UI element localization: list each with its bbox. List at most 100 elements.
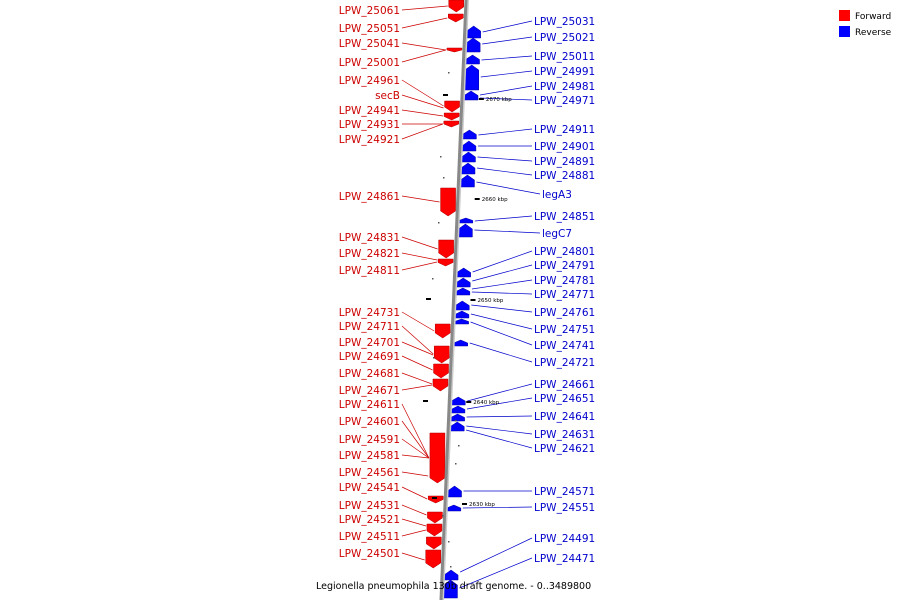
- leader-line: [472, 250, 533, 273]
- forward-gene-label: LPW_24821: [339, 248, 400, 260]
- marker-dot: [455, 463, 457, 465]
- leader-line: [474, 215, 533, 222]
- forward-gene-label: LPW_24671: [339, 385, 400, 397]
- leader-line: [460, 537, 533, 573]
- forward-gene-label: LPW_24861: [339, 191, 400, 203]
- forward-gene-arrow: [425, 549, 441, 569]
- marker-dot: [448, 541, 450, 543]
- reverse-gene-arrow: [454, 310, 470, 319]
- leader-line: [401, 341, 434, 356]
- legend-swatch-forward: [839, 10, 850, 21]
- leader-line: [401, 454, 429, 459]
- forward-gene-label: LPW_24691: [339, 351, 400, 363]
- axis-line: [439, 0, 468, 600]
- leader-line: [471, 291, 533, 295]
- reverse-gene-arrow: [455, 287, 471, 296]
- marker-dot: [458, 445, 460, 447]
- leader-line: [480, 70, 533, 78]
- leader-line: [472, 264, 533, 282]
- forward-gene-label: LPW_24511: [339, 531, 400, 543]
- leader-line: [474, 229, 541, 234]
- tick-label: 2660 kbp: [482, 197, 508, 203]
- kbp-ticks: 2670 kbp 2660 kbp 2650 kbp 2640 kbp 2630 kbp: [423, 72, 512, 568]
- reverse-gene-arrow: [463, 90, 479, 101]
- marker-dot: [440, 156, 442, 158]
- leader-line: [479, 97, 533, 101]
- forward-gene-label: LPW_24931: [339, 119, 400, 131]
- reverse-gene-arrow: [458, 217, 474, 224]
- leader-line: [401, 79, 444, 107]
- forward-gene-label: LPW_24521: [339, 514, 400, 526]
- leader-line: [481, 55, 533, 61]
- reverse-gene-arrow: [443, 569, 459, 581]
- reverse-gene-label: LPW_24991: [534, 66, 595, 78]
- reverse-gene-label: LPW_24771: [534, 289, 595, 301]
- marker-dot: [438, 222, 440, 224]
- legend-label-forward: Forward: [855, 12, 891, 22]
- reverse-gene-arrow: [456, 267, 471, 278]
- reverse-gene-arrow: [450, 413, 465, 422]
- forward-gene-label: LPW_24831: [339, 232, 400, 244]
- leader-line: [471, 304, 533, 313]
- leader-line: [401, 384, 433, 391]
- reverse-gene-label: LPW_24791: [534, 260, 595, 272]
- leader-line: [482, 20, 533, 33]
- tick-mark: [470, 299, 476, 301]
- forward-gene-label: LPW_24941: [339, 105, 400, 117]
- leader-line: [479, 85, 533, 96]
- leader-line: [401, 471, 429, 477]
- reverse-gene-label: LPW_24741: [534, 340, 595, 352]
- reverse-gene-label: LPW_24551: [534, 502, 595, 514]
- reverse-gene-arrow: [451, 396, 466, 406]
- marker-dash: [426, 298, 431, 300]
- reverse-gene-label: LPW_24891: [534, 156, 595, 168]
- reverse-gene-arrow: [458, 223, 473, 238]
- reverse-gene-label: LPW_24801: [534, 246, 595, 258]
- forward-gene-label: LPW_24811: [339, 265, 400, 277]
- forward-gene-arrow: [444, 100, 460, 113]
- reverse-gene-label: LPW_24751: [534, 324, 595, 336]
- forward-gene-arrow: [426, 523, 443, 537]
- reverse-gene-label: LPW_25031: [534, 16, 595, 28]
- reverse-gene-label: LPW_24981: [534, 81, 595, 93]
- forward-gene-label: LPW_24541: [339, 482, 400, 494]
- reverse-gene-label: LPW_24851: [534, 211, 595, 223]
- forward-gene-arrow: [437, 258, 454, 267]
- tick-mark: [478, 98, 484, 100]
- reverse-gene-label: LPW_24571: [534, 486, 595, 498]
- leader-line: [401, 552, 425, 561]
- leader-line: [401, 403, 430, 459]
- forward-gene-label: LPW_24681: [339, 368, 400, 380]
- leader-line: [401, 372, 433, 385]
- tick-mark: [462, 503, 467, 505]
- marker-dash: [432, 497, 437, 499]
- leader-line: [401, 109, 444, 117]
- forward-gene-label: LPW_24731: [339, 307, 400, 319]
- reverse-gene-arrow: [465, 37, 481, 53]
- gene-labels: LPW_25061 LPW_25051 LPW_25041 LPW_25001 LPW_…: [339, 5, 595, 565]
- forward-gene-arrow: [443, 112, 460, 121]
- marker-dot: [433, 357, 435, 359]
- leader-line: [459, 557, 533, 589]
- forward-gene-arrow: [448, 13, 464, 23]
- reverse-gene-label: LPW_24721: [534, 357, 595, 369]
- reverse-gene-label: LPW_24491: [534, 533, 595, 545]
- reverse-gene-label: LPW_24901: [534, 141, 595, 153]
- leader-line: [401, 252, 438, 261]
- leader-line: [401, 518, 427, 527]
- forward-gene-label: LPW_25061: [339, 5, 400, 17]
- genome-axis: [439, 0, 469, 600]
- tick-mark: [466, 401, 472, 403]
- marker-dot: [432, 278, 434, 280]
- forward-gene-arrow: [443, 120, 460, 128]
- marker-dot: [450, 566, 452, 568]
- reverse-gene-arrow: [464, 64, 480, 91]
- forward-gene-arrow: [438, 239, 454, 259]
- reverse-gene-arrow: [461, 151, 476, 163]
- legend-swatch-reverse: [839, 26, 850, 37]
- reverse-gene-arrow: [462, 129, 477, 140]
- reverse-gene-label: LPW_24661: [534, 379, 595, 391]
- reverse-gene-label: LPW_24631: [534, 429, 595, 441]
- leader-line: [401, 504, 427, 516]
